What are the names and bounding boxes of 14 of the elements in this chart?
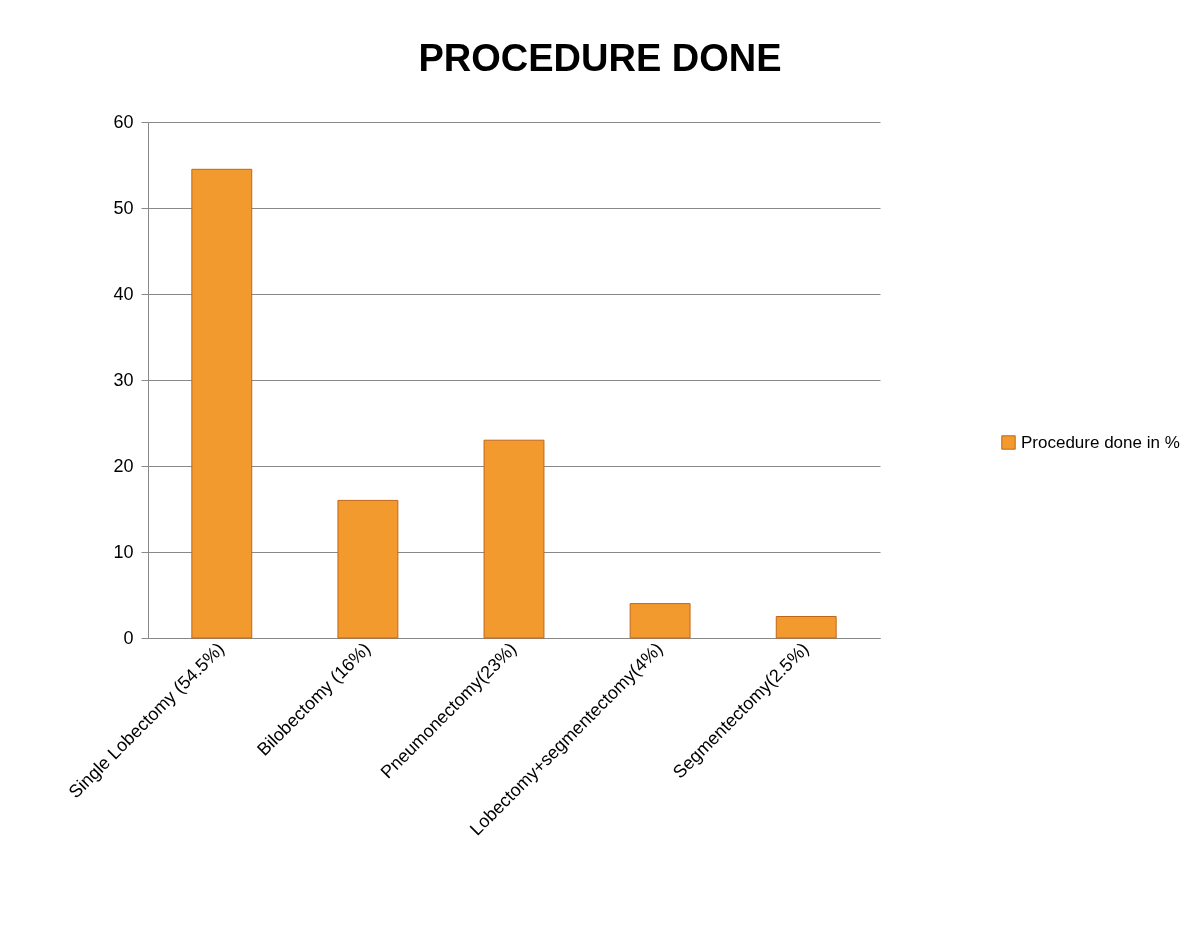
y-tick-label: 20 — [113, 455, 134, 476]
y-tick-label: 10 — [113, 541, 134, 562]
bar — [629, 603, 691, 639]
y-tick-label: 60 — [113, 111, 134, 132]
bar — [191, 168, 253, 639]
y-tick-label: 30 — [113, 369, 134, 390]
bar — [483, 439, 545, 639]
y-tick-label: 0 — [123, 627, 134, 648]
bar — [337, 499, 399, 639]
bar — [775, 616, 837, 639]
legend-label: Procedure done in % — [1021, 432, 1180, 452]
y-tick-label: 40 — [113, 283, 134, 304]
y-tick-label: 50 — [113, 197, 134, 218]
chart-title: PROCEDURE DONE — [418, 37, 782, 79]
